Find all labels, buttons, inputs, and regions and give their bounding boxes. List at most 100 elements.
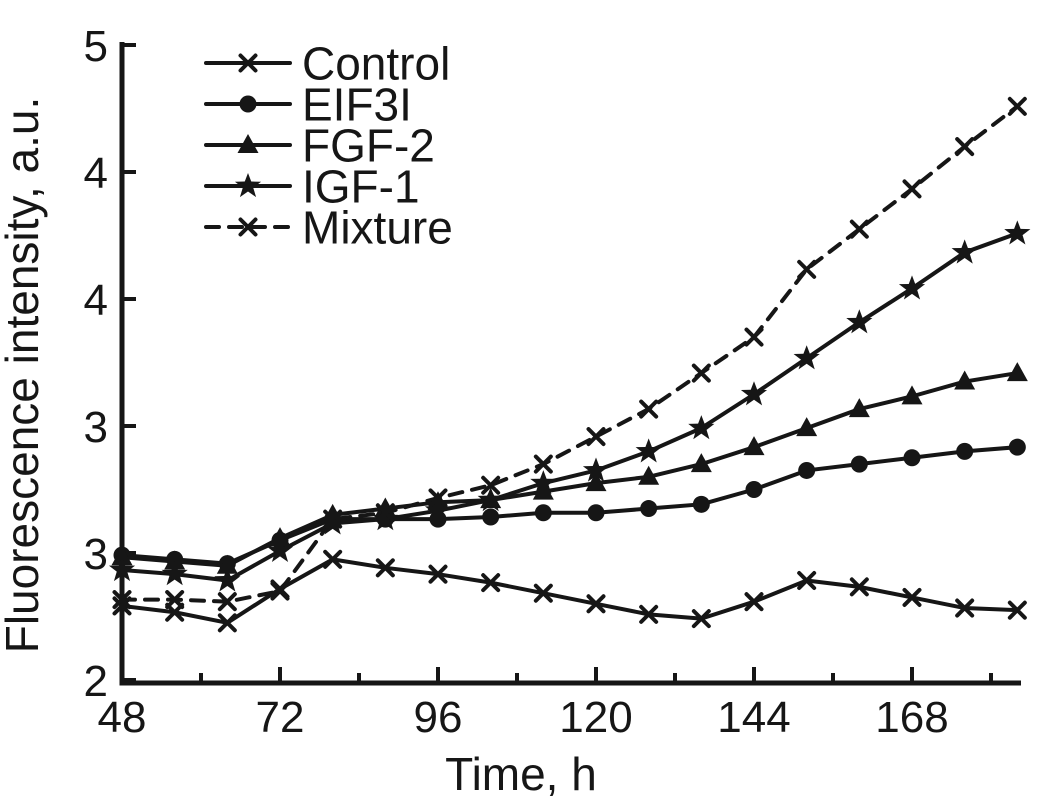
series-line [120,445,1020,566]
series-igf-1 [108,220,1031,592]
legend-label: FGF-2 [302,120,435,172]
y-tick-label: 4 [84,149,108,198]
x-marker-icon [323,509,343,529]
x-marker-icon [238,53,258,73]
y-tick-label: 2 [84,657,108,706]
x-marker-icon [217,592,237,612]
x-marker-icon [744,327,764,347]
star-marker-icon [793,345,820,370]
x-marker-icon [533,583,553,603]
star-marker-icon [846,309,873,334]
series-control [112,549,1027,633]
star-marker-icon [372,506,399,531]
axes: 5 4 4 3 3 248 72 96 120 144 168 Time, h Fluorescence… [0,22,1021,800]
triangle-marker-icon [1006,362,1028,382]
series-line [120,104,1020,604]
legend-item-mixture: Mixture [204,202,453,254]
star-marker-icon [530,470,557,495]
y-tick-label: 3 [84,403,108,452]
circle-marker-icon [1008,438,1026,456]
x-marker-icon [481,475,501,495]
x-axis-title: Time, h [445,748,597,800]
triangle-marker-icon [901,385,923,405]
legend-label: IGF-1 [302,161,420,213]
triangle-marker-icon [532,480,554,500]
star-marker-icon [635,438,662,463]
legend-item-igf-1: IGF-1 [204,161,420,213]
star-marker-icon [688,415,715,440]
series-line [120,371,1020,568]
x-marker-icon [586,594,606,614]
triangle-marker-icon [216,554,238,574]
circle-marker-icon [850,455,868,473]
circle-marker-icon [482,508,500,526]
x-marker-icon [238,217,258,237]
x-marker-icon [902,587,922,607]
y-tick-label: 5 [84,22,108,71]
circle-marker-icon [798,461,816,479]
x-marker-icon [428,564,448,584]
star-marker-icon [214,567,241,592]
star-marker-icon [898,275,926,300]
x-marker-icon [902,179,922,199]
circle-marker-icon [534,504,552,522]
star-marker-icon [951,239,978,264]
x-marker-icon [691,363,711,383]
x-marker-icon [270,581,290,601]
triangle-marker-icon [585,472,607,492]
legend-item-control: Control [204,38,450,90]
x-marker-icon [1007,96,1027,116]
star-marker-icon [108,556,136,582]
series-line [120,231,1020,583]
circle-marker-icon [956,442,974,460]
legend-label: EIF3I [302,79,412,131]
star-marker-icon [1004,220,1031,245]
triangle-marker-icon [164,550,186,570]
star-marker-icon [740,381,768,406]
star-marker-icon [424,497,452,522]
series-mixture [112,96,1027,612]
circle-marker-icon [903,449,921,467]
x-marker-icon [586,427,606,447]
circle-marker-icon [640,500,658,518]
circle-marker-icon [239,95,257,113]
legend-item-fgf-2: FGF-2 [204,120,435,172]
triangle-marker-icon [690,453,712,473]
triangle-marker-icon [743,436,765,456]
x-tick-label: 72 [256,693,305,742]
x-marker-icon [165,590,185,610]
x-marker-icon [217,613,237,633]
star-marker-icon [161,561,188,586]
x-tick-label: 144 [717,693,790,742]
series-fgf-2 [111,362,1028,574]
y-tick-label: 4 [84,276,108,325]
x-marker-icon [639,604,659,624]
triangle-marker-icon [638,465,660,485]
x-marker-icon [323,549,343,569]
x-marker-icon [1007,600,1027,620]
triangle-marker-icon [237,134,259,153]
star-marker-icon [477,487,504,512]
x-marker-icon [481,573,501,593]
x-tick-label: 48 [98,693,147,742]
star-marker-icon [319,510,346,535]
x-marker-icon [533,454,553,474]
x-marker-icon [375,503,395,523]
legend-item-eif3i: EIF3I [204,79,412,131]
legend-label: Control [302,38,450,90]
triangle-marker-icon [111,546,133,566]
x-tick-label: 96 [414,693,463,742]
triangle-marker-icon [796,417,818,437]
y-tick-label: 3 [84,530,108,579]
x-marker-icon [849,219,869,239]
x-marker-icon [744,592,764,612]
x-marker-icon [691,609,711,629]
star-marker-icon [582,457,610,482]
circle-marker-icon [692,495,710,513]
legend-label: Mixture [302,202,453,254]
series-line [120,557,1020,625]
y-axis-title: Fluorescence intensity, a.u. [0,97,48,654]
